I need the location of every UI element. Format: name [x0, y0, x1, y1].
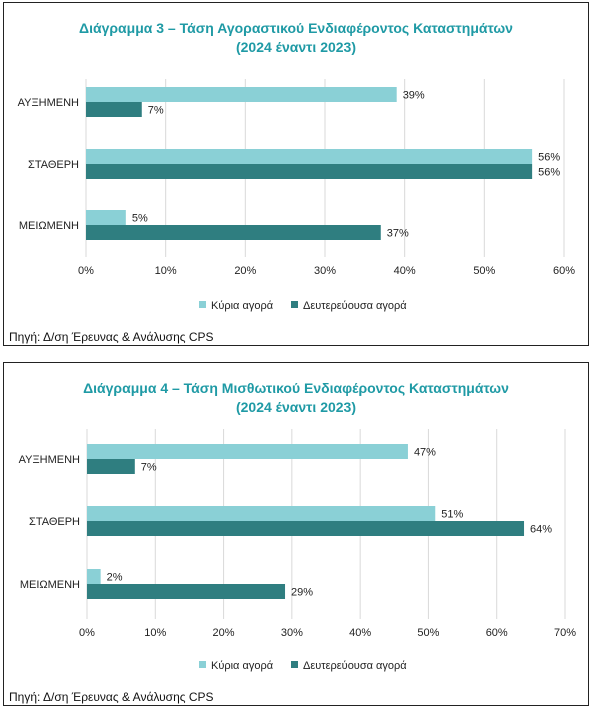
category-label: ΜΕΙΩΜΕΝΗ	[19, 220, 79, 232]
data-label: 56%	[538, 167, 560, 179]
bar	[87, 444, 408, 459]
data-label: 37%	[387, 228, 409, 240]
bar-chart-4: 0% 10% 20% 30% 40% 50% 60% 70% ΑΥΞΗΜΕΝΗ ΣΤΑΘΕΡΗ ΜΕ…	[19, 429, 576, 672]
category-label: ΑΥΞΗΜΕΝΗ	[19, 454, 80, 466]
data-label: 2%	[107, 572, 123, 584]
x-tick-label: 50%	[473, 265, 495, 277]
x-tick-label: 60%	[486, 627, 508, 639]
x-tick-label: 0%	[78, 265, 94, 277]
bar	[86, 210, 126, 225]
x-tick-label: 40%	[349, 627, 371, 639]
chart-panel-4: Διάγραμμα 4 – Τάση Μισθωτικού Ενδιαφέρον…	[3, 362, 589, 706]
bar	[87, 506, 436, 521]
x-tick-label: 70%	[554, 627, 576, 639]
source-note: Πηγή: Δ/ση Έρευνας & Ανάλυσης CPS	[9, 330, 214, 344]
x-tick-label: 30%	[314, 265, 336, 277]
data-label: 7%	[148, 105, 164, 117]
x-tick-label: 50%	[417, 627, 439, 639]
data-label: 39%	[403, 90, 425, 102]
bar	[86, 102, 142, 117]
chart-title: Διάγραμμα 4 – Τάση Μισθωτικού Ενδιαφέρον…	[83, 380, 509, 396]
x-tick-label: 40%	[394, 265, 416, 277]
source-note: Πηγή: Δ/ση Έρευνας & Ανάλυσης CPS	[9, 690, 214, 704]
x-tick-label: 30%	[281, 627, 303, 639]
legend-swatch	[291, 661, 298, 668]
legend-swatch	[291, 301, 298, 308]
x-tick-label: 20%	[213, 627, 235, 639]
x-tick-label: 0%	[79, 627, 95, 639]
x-tick-label: 20%	[234, 265, 256, 277]
chart-panel-3: Διάγραμμα 3 – Τάση Αγοραστικού Ενδιαφέρο…	[3, 2, 589, 346]
legend-swatch	[199, 661, 206, 668]
legend-label: Κύρια αγορά	[211, 300, 274, 312]
bar-chart-3: 0% 10% 20% 30% 40% 50% 60% ΑΥΞΗΜΕΝΗ ΣΤΑΘΕΡΗ ΜΕΙΩΜ…	[18, 79, 575, 312]
legend-label: Δευτερεύουσα αγορά	[303, 300, 407, 312]
legend-swatch	[199, 301, 206, 308]
category-label: ΜΕΙΩΜΕΝΗ	[20, 579, 80, 591]
data-label: 64%	[530, 524, 552, 536]
bar	[86, 149, 533, 164]
bar	[86, 87, 397, 102]
category-label: ΣΤΑΘΕΡΗ	[29, 516, 80, 528]
bar	[87, 459, 135, 474]
data-label: 47%	[414, 447, 436, 459]
legend-label: Κύρια αγορά	[211, 660, 274, 672]
legend-label: Δευτερεύουσα αγορά	[303, 660, 407, 672]
bar	[87, 569, 101, 584]
data-label: 51%	[441, 509, 463, 521]
chart-subtitle: (2024 έναντι 2023)	[235, 39, 357, 55]
category-label: ΑΥΞΗΜΕΝΗ	[18, 97, 79, 109]
data-label: 29%	[291, 587, 313, 599]
data-label: 56%	[538, 152, 560, 164]
chart-subtitle: (2024 έναντι 2023)	[235, 399, 357, 415]
data-label: 7%	[141, 462, 157, 474]
x-tick-label: 60%	[553, 265, 575, 277]
bar	[86, 225, 381, 240]
x-tick-label: 10%	[155, 265, 177, 277]
data-label: 5%	[132, 213, 148, 225]
category-label: ΣΤΑΘΕΡΗ	[28, 159, 79, 171]
chart-title: Διάγραμμα 3 – Τάση Αγοραστικού Ενδιαφέρο…	[79, 20, 513, 36]
bar	[87, 521, 525, 536]
bar	[87, 584, 286, 599]
x-tick-label: 10%	[144, 627, 166, 639]
bar	[86, 164, 533, 179]
